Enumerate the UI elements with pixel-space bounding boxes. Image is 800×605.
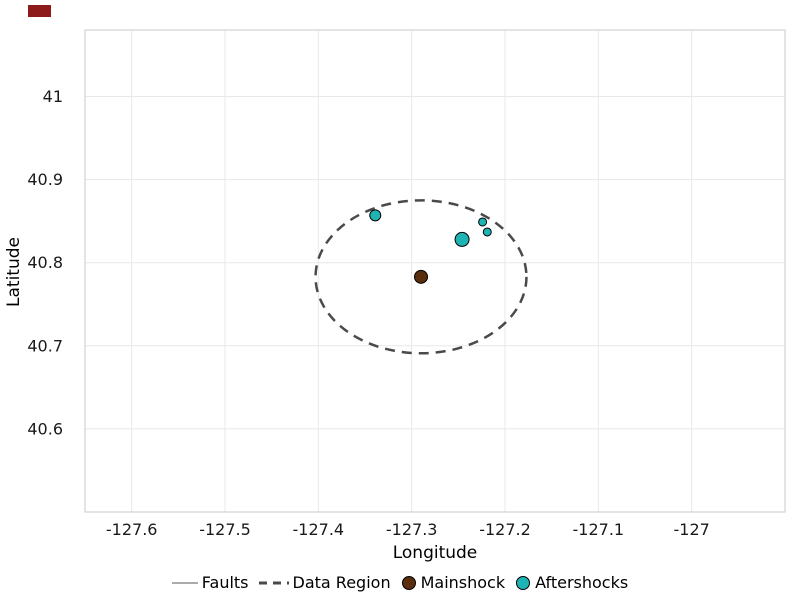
scatter-plot: -127.6 -127.5 -127.4 -127.3 -127.2 -127.1 -127… (27, 29, 786, 539)
x-axis-label: Longitude (392, 543, 478, 563)
aftershock-point (369, 209, 382, 222)
legend-label: Faults (201, 573, 249, 592)
corner-flag (28, 5, 51, 17)
legend-item-mainshock: Mainshock (401, 573, 506, 592)
plot-border (84, 29, 786, 513)
legend-item-data-region: Data Region (258, 573, 391, 592)
x-tick-label: -127 (674, 520, 710, 539)
x-tick-label: -127.4 (293, 520, 345, 539)
y-axis-label: Latitude (4, 237, 24, 307)
y-tick-label: 40.6 (27, 419, 63, 438)
y-tick-label: 40.7 (27, 336, 63, 355)
legend-item-aftershocks: Aftershocks (515, 573, 628, 592)
aftershock-point (454, 231, 470, 247)
legend: Faults Data Region Mainshock Aftershocks (0, 573, 800, 592)
aftershock-point (482, 227, 492, 237)
x-tick-label: -127.6 (106, 520, 158, 539)
mainshock-dot-icon (401, 575, 417, 591)
x-tick-label: -127.1 (573, 520, 625, 539)
data-region-ellipse (314, 199, 528, 355)
legend-label: Data Region (292, 573, 391, 592)
legend-label: Mainshock (420, 573, 506, 592)
x-tick-label: -127.3 (386, 520, 438, 539)
faults-line-icon (171, 575, 198, 591)
aftershock-dot-icon (515, 575, 531, 591)
y-tick-label: 41 (43, 87, 63, 106)
legend-item-faults: Faults (171, 573, 249, 592)
y-tick-label: 40.8 (27, 253, 63, 272)
x-tick-label: -127.5 (199, 520, 251, 539)
x-tick-label: -127.2 (479, 520, 531, 539)
legend-label: Aftershocks (535, 573, 629, 592)
dashed-line-icon (258, 575, 289, 591)
mainshock-point (414, 269, 428, 284)
y-tick-label: 40.9 (27, 170, 63, 189)
aftershock-point (478, 217, 488, 227)
